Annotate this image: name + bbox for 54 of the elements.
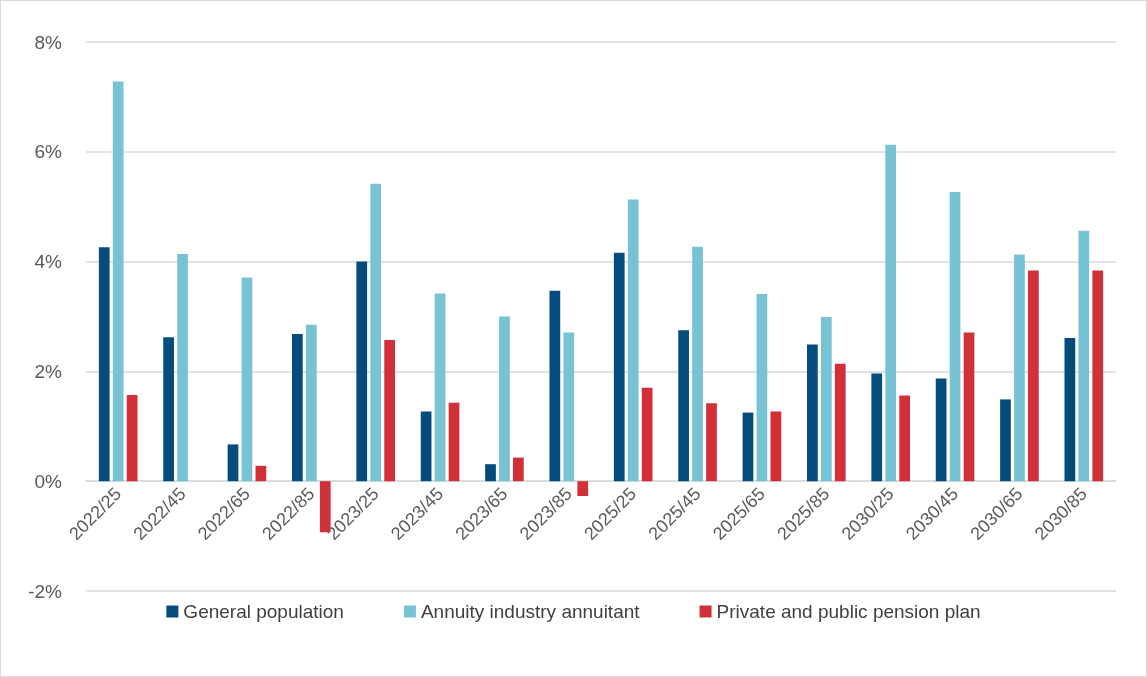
bar bbox=[177, 253, 188, 482]
bar bbox=[448, 402, 460, 482]
bar bbox=[899, 395, 910, 482]
legend-label: Annuity industry annuitant bbox=[420, 601, 641, 622]
bar bbox=[434, 293, 446, 482]
bar bbox=[549, 290, 561, 482]
bar bbox=[513, 457, 524, 482]
bar bbox=[1028, 270, 1039, 482]
legend-label: Private and public pension plan bbox=[716, 601, 981, 622]
bar bbox=[871, 373, 883, 482]
bar bbox=[692, 246, 703, 482]
bar bbox=[163, 337, 174, 482]
bar bbox=[756, 293, 768, 482]
bar bbox=[949, 191, 961, 482]
bar bbox=[935, 378, 947, 482]
y-tick-label: 2% bbox=[34, 360, 63, 382]
bar bbox=[627, 199, 639, 482]
legend-label: General population bbox=[183, 601, 344, 622]
bar bbox=[126, 395, 138, 482]
bar bbox=[678, 330, 689, 482]
bar bbox=[356, 261, 368, 482]
bar bbox=[1014, 254, 1025, 482]
bar bbox=[370, 183, 382, 482]
bar bbox=[485, 464, 496, 482]
y-tick-label: 6% bbox=[34, 141, 63, 163]
bar bbox=[384, 340, 395, 482]
bar bbox=[1064, 337, 1076, 482]
bar bbox=[1092, 270, 1104, 482]
bar bbox=[499, 316, 510, 482]
bar bbox=[885, 144, 897, 482]
bar bbox=[706, 403, 717, 482]
bar bbox=[255, 465, 267, 482]
bar bbox=[613, 252, 625, 482]
bar bbox=[292, 334, 303, 482]
bar bbox=[98, 247, 110, 482]
bar bbox=[963, 332, 975, 482]
y-tick-label: 0% bbox=[34, 470, 63, 492]
bar bbox=[641, 387, 653, 482]
bar bbox=[305, 324, 317, 482]
bar bbox=[112, 81, 124, 482]
bar bbox=[820, 317, 832, 482]
bar bbox=[1078, 230, 1090, 482]
bar bbox=[770, 411, 782, 482]
bar bbox=[420, 411, 432, 482]
bar bbox=[241, 277, 253, 482]
bar bbox=[742, 412, 754, 482]
bar bbox=[807, 344, 818, 482]
bar bbox=[563, 332, 575, 482]
bar bbox=[1000, 399, 1011, 482]
y-tick-label: 8% bbox=[34, 31, 63, 53]
y-tick-label: 4% bbox=[34, 251, 63, 273]
y-tick-label: -2% bbox=[28, 580, 63, 602]
bar bbox=[227, 444, 239, 482]
bar bbox=[834, 363, 846, 482]
